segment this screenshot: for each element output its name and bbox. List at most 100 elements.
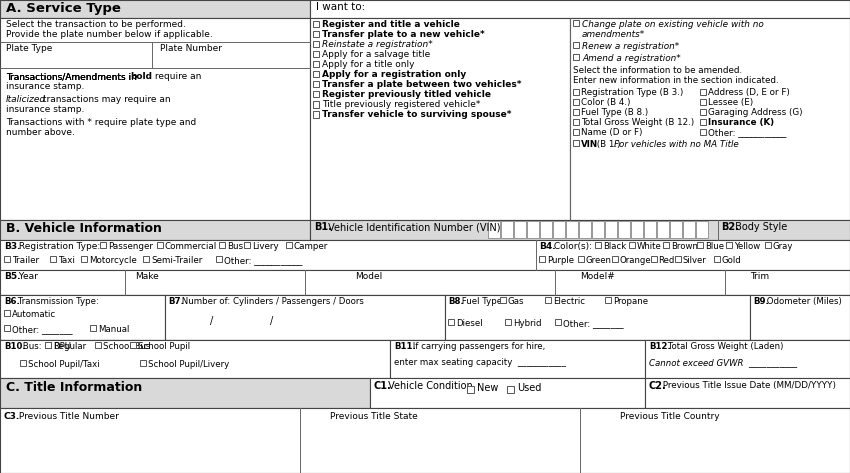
- Text: Title previously registered vehicle*: Title previously registered vehicle*: [322, 100, 480, 109]
- Text: Previous Title Country: Previous Title Country: [620, 412, 720, 421]
- Bar: [390, 340, 645, 378]
- Text: B8.: B8.: [448, 297, 464, 306]
- Bar: [675, 256, 681, 262]
- Bar: [245, 242, 251, 248]
- Bar: [578, 256, 584, 262]
- Text: Plate Type: Plate Type: [6, 44, 53, 53]
- Bar: [570, 18, 850, 220]
- Text: Insurance (K): Insurance (K): [708, 118, 774, 127]
- Bar: [696, 221, 708, 238]
- Bar: [573, 54, 580, 61]
- Text: B2.: B2.: [721, 222, 739, 232]
- Bar: [448, 319, 454, 325]
- Bar: [629, 242, 635, 248]
- Text: School Pupil: School Pupil: [138, 342, 190, 351]
- Bar: [0, 0, 310, 18]
- Bar: [20, 360, 26, 366]
- Bar: [566, 221, 578, 238]
- Text: Passenger: Passenger: [108, 242, 153, 251]
- Text: C2.: C2.: [649, 381, 666, 391]
- Text: Green: Green: [586, 256, 612, 265]
- Bar: [218, 242, 224, 248]
- Bar: [650, 256, 656, 262]
- Text: Brown: Brown: [671, 242, 698, 251]
- Text: Address (D, E or F): Address (D, E or F): [708, 88, 790, 97]
- Text: Used: Used: [517, 383, 541, 393]
- Text: School Bus: School Bus: [103, 342, 150, 351]
- Text: Previous Title State: Previous Title State: [330, 412, 417, 421]
- Text: School Pupil/Taxi: School Pupil/Taxi: [28, 360, 99, 369]
- Bar: [45, 342, 51, 348]
- Text: DPU: DPU: [53, 342, 71, 351]
- Bar: [540, 221, 552, 238]
- Text: Transfer plate to a new vehicle*: Transfer plate to a new vehicle*: [322, 30, 484, 39]
- Text: B7.: B7.: [168, 297, 184, 306]
- Bar: [573, 89, 579, 95]
- Text: Total Gross Weight (B 12.): Total Gross Weight (B 12.): [581, 118, 694, 127]
- Bar: [700, 129, 706, 135]
- Text: Vehicle Condition: Vehicle Condition: [385, 381, 473, 391]
- Text: Transfer vehicle to surviving spouse*: Transfer vehicle to surviving spouse*: [322, 110, 512, 119]
- Text: Model#: Model#: [580, 272, 615, 281]
- Text: Gray: Gray: [773, 242, 793, 251]
- Text: Red: Red: [659, 256, 675, 265]
- Bar: [0, 270, 850, 295]
- Bar: [573, 99, 579, 105]
- Text: Garaging Address (G): Garaging Address (G): [708, 108, 802, 117]
- Bar: [697, 242, 703, 248]
- Text: Enter new information in the section indicated.: Enter new information in the section ind…: [573, 76, 779, 85]
- Text: Color(s):: Color(s):: [551, 242, 592, 251]
- Text: B9.: B9.: [753, 297, 769, 306]
- Text: I want to:: I want to:: [316, 2, 366, 12]
- Bar: [0, 340, 390, 378]
- Bar: [140, 360, 146, 366]
- Bar: [50, 256, 56, 262]
- Text: VIN: VIN: [581, 140, 598, 149]
- Text: Provide the plate number below if applicable.: Provide the plate number below if applic…: [6, 30, 212, 39]
- Bar: [156, 242, 163, 248]
- Text: Yellow: Yellow: [734, 242, 761, 251]
- Text: Select the information to be amended.: Select the information to be amended.: [573, 66, 742, 75]
- Text: (B 1.): (B 1.): [594, 140, 623, 149]
- Text: If carrying passengers for hire,: If carrying passengers for hire,: [410, 342, 545, 351]
- Bar: [644, 221, 656, 238]
- Text: insurance stamp.: insurance stamp.: [6, 105, 84, 114]
- Text: Amend a registration*: Amend a registration*: [582, 54, 681, 63]
- Text: Change plate on existing vehicle with no: Change plate on existing vehicle with no: [582, 20, 764, 29]
- Text: Trim: Trim: [750, 272, 769, 281]
- Text: Transactions/Amendments in: Transactions/Amendments in: [6, 72, 139, 81]
- Text: B. Vehicle Information: B. Vehicle Information: [6, 222, 161, 235]
- Bar: [645, 378, 850, 408]
- Bar: [501, 221, 513, 238]
- Text: Diesel: Diesel: [456, 319, 483, 328]
- Bar: [310, 220, 850, 240]
- Bar: [0, 378, 370, 408]
- Bar: [573, 140, 579, 146]
- Text: Other: ___________: Other: ___________: [708, 128, 786, 137]
- Bar: [370, 378, 645, 408]
- Text: Silver: Silver: [683, 256, 706, 265]
- Bar: [700, 89, 706, 95]
- Bar: [645, 340, 850, 378]
- Bar: [545, 297, 551, 303]
- Bar: [539, 256, 545, 262]
- Bar: [313, 91, 320, 97]
- Text: B5.: B5.: [4, 272, 20, 281]
- Bar: [618, 221, 630, 238]
- Text: Gas: Gas: [508, 297, 524, 306]
- Text: Lessee (E): Lessee (E): [708, 98, 753, 107]
- Text: Regular: Regular: [53, 342, 86, 351]
- Text: Transmission Type:: Transmission Type:: [15, 297, 99, 306]
- Bar: [313, 111, 320, 117]
- Text: Register and title a vehicle: Register and title a vehicle: [322, 20, 460, 29]
- Bar: [500, 297, 506, 303]
- Text: Orange: Orange: [620, 256, 651, 265]
- Text: C. Title Information: C. Title Information: [6, 381, 142, 394]
- Text: Body Style: Body Style: [732, 222, 787, 232]
- Bar: [313, 21, 320, 27]
- Text: bold: bold: [130, 72, 152, 81]
- Bar: [505, 319, 511, 325]
- Bar: [445, 295, 750, 340]
- Bar: [0, 295, 850, 340]
- Text: B10.: B10.: [4, 342, 26, 351]
